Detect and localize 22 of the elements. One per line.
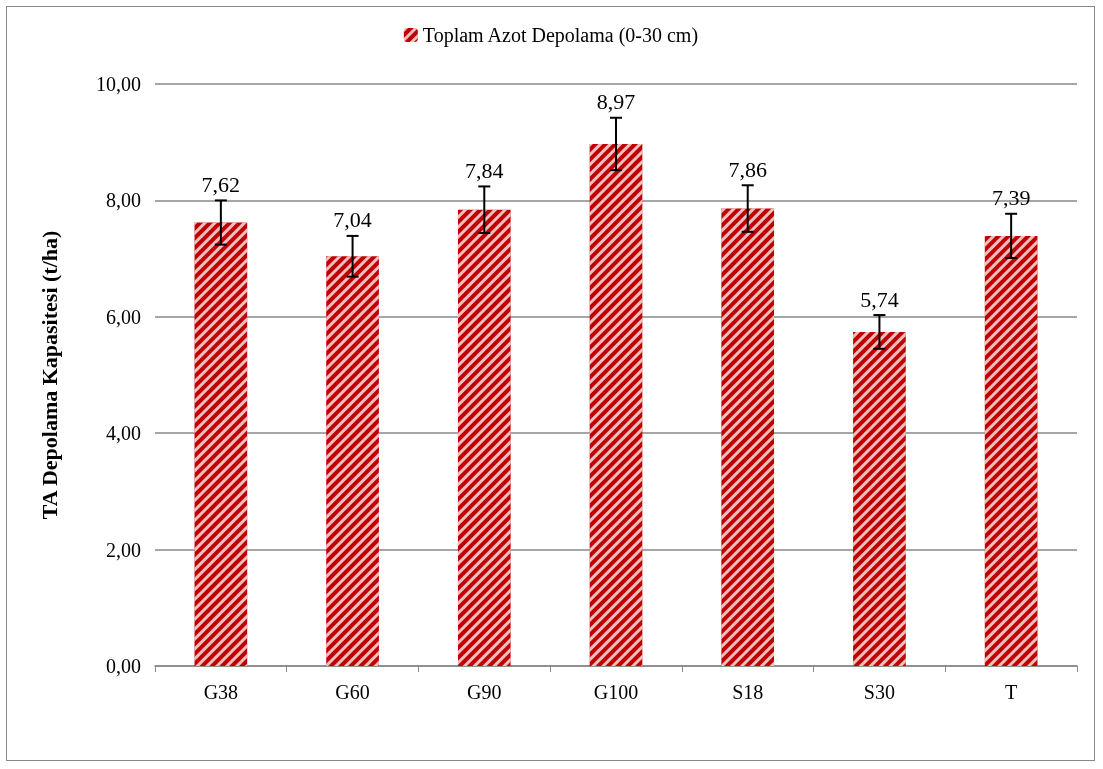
x-tick-label: G90 — [467, 681, 502, 703]
x-tick-label: S30 — [863, 681, 895, 703]
y-tick-label: 10,00 — [96, 73, 141, 95]
y-tick-label: 2,00 — [106, 538, 141, 561]
x-tick-label: G38 — [203, 681, 239, 703]
data-label: 5,74 — [860, 286, 899, 312]
data-label: 7,86 — [728, 156, 767, 182]
x-tick-label: G60 — [335, 681, 370, 703]
data-label: 7,84 — [465, 157, 504, 183]
y-tick-label: 0,00 — [106, 655, 141, 677]
data-label: 7,62 — [201, 171, 241, 197]
y-tick-label: 6,00 — [106, 305, 141, 328]
y-axis-title: TA Depolama Kapasitesi (t/ha) — [36, 230, 62, 520]
x-tick-label: G100 — [593, 681, 639, 703]
legend-label: Toplam Azot Depolama (0-30 cm) — [422, 24, 699, 47]
x-tick-label: S18 — [732, 681, 764, 703]
data-label: 8,97 — [596, 89, 636, 115]
data-label: 7,39 — [991, 185, 1031, 211]
x-tick-label: T — [1005, 681, 1018, 703]
y-tick-label: 8,00 — [106, 189, 141, 212]
data-label: 7,04 — [333, 207, 372, 233]
y-tick-label: 4,00 — [106, 422, 141, 445]
